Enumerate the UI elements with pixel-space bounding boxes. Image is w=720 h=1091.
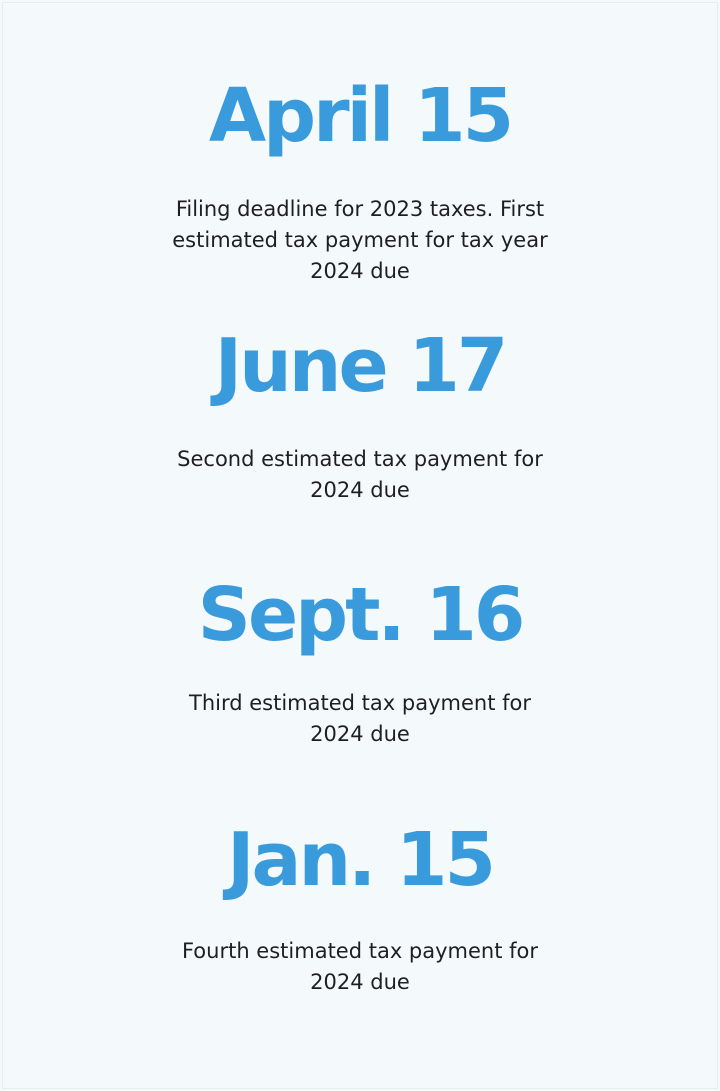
deadline-jan-description: Fourth estimated tax payment for 2024 du… xyxy=(0,936,720,998)
deadline-april-description: Filing deadline for 2023 taxes. First es… xyxy=(0,194,720,287)
description-line: Second estimated tax payment for xyxy=(177,447,543,471)
description-line: Fourth estimated tax payment for xyxy=(181,939,539,963)
deadline-date: Sept. 16 xyxy=(197,572,526,658)
deadline-june: June 17 xyxy=(0,326,720,406)
deadline-date: June 17 xyxy=(214,323,509,409)
deadline-date: Jan. 15 xyxy=(226,817,496,903)
description-line: Third estimated tax payment for xyxy=(189,691,531,715)
deadline-jan: Jan. 15 xyxy=(0,820,720,900)
description-line: estimated tax payment for tax year xyxy=(172,228,548,252)
deadline-june-description: Second estimated tax payment for 2024 du… xyxy=(0,444,720,506)
deadline-sept-description: Third estimated tax payment for 2024 due xyxy=(0,688,720,750)
description-line: Filing deadline for 2023 taxes. First xyxy=(175,197,545,221)
deadline-date: April 15 xyxy=(208,73,514,159)
description-line: 2024 due xyxy=(310,970,410,994)
description-line: 2024 due xyxy=(310,722,410,746)
deadline-sept: Sept. 16 xyxy=(0,575,720,655)
deadline-april: April 15 xyxy=(0,76,720,156)
description-line: 2024 due xyxy=(310,478,410,502)
description-line: 2024 due xyxy=(310,259,410,283)
